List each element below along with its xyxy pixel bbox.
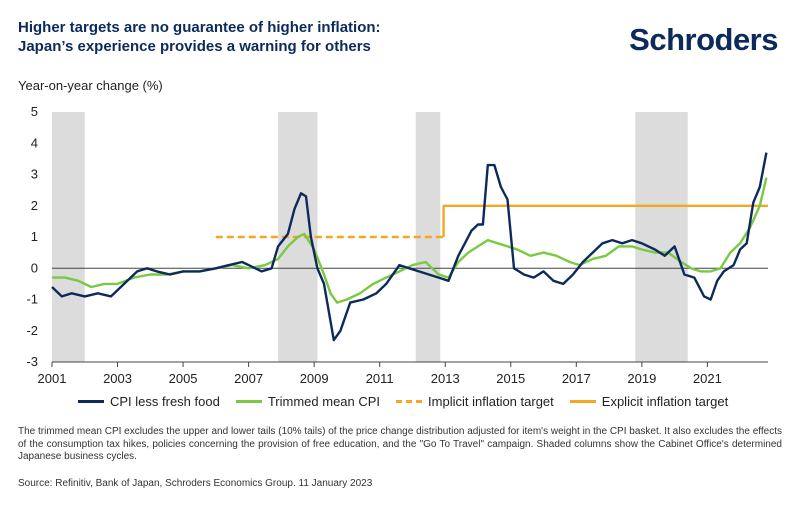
shaded-period-3 [635, 112, 688, 362]
y-tick-label: -1 [26, 292, 38, 307]
legend-item: Trimmed mean CPI [235, 394, 381, 409]
legend-swatch [569, 400, 596, 403]
y-tick-label: -3 [26, 354, 38, 369]
y-tick-label: 1 [31, 229, 38, 244]
x-tick-label: 2011 [366, 371, 394, 386]
x-tick-label: 2005 [169, 371, 198, 386]
y-tick-label: 2 [31, 198, 38, 213]
legend-item: CPI less fresh food [78, 394, 220, 409]
legend-label: Trimmed mean CPI [267, 394, 381, 409]
x-tick-label: 2017 [562, 371, 591, 386]
series-line-explicit-inflation-target [442, 204, 768, 237]
schroders-logo: Schroders [629, 22, 778, 57]
legend-item: Implicit inflation target [396, 394, 554, 409]
y-tick-label: 5 [31, 104, 38, 119]
x-tick-label: 2009 [300, 371, 329, 386]
x-tick-label: 2013 [431, 371, 460, 386]
legend-swatch [235, 400, 262, 403]
x-tick-label: 2015 [496, 371, 525, 386]
x-tick-label: 2003 [103, 371, 132, 386]
chart-title: Higher targets are no guarantee of highe… [18, 18, 578, 56]
y-axis-label: Year-on-year change (%) [18, 78, 163, 93]
y-tick-label: 4 [31, 135, 38, 150]
chart-legend: CPI less fresh food Trimmed mean CPI Impli… [78, 394, 728, 409]
y-tick-label: -2 [26, 323, 38, 338]
x-tick-label: 2019 [627, 371, 656, 386]
legend-item: Explicit inflation target [569, 394, 729, 409]
legend-label: Explicit inflation target [601, 394, 729, 409]
series-line-cpi-less-fresh-food [51, 152, 768, 342]
legend-label: CPI less fresh food [110, 394, 220, 409]
source-line: Source: Refinitiv, Bank of Japan, Schrod… [18, 478, 373, 489]
legend-swatch [78, 400, 104, 403]
title-line-1: Higher targets are no guarantee of highe… [18, 19, 381, 36]
title-line-2: Japan’s experience provides a warning fo… [18, 38, 371, 55]
x-tick-label: 2021 [693, 371, 722, 386]
footnote: The trimmed mean CPI excludes the upper … [18, 426, 782, 462]
x-tick-label: 2007 [234, 371, 263, 386]
y-tick-label: 0 [31, 260, 38, 275]
x-tick-label: 2001 [38, 371, 67, 386]
legend-label: Implicit inflation target [428, 394, 554, 409]
shaded-period-0 [52, 112, 85, 362]
y-tick-label: 3 [31, 167, 38, 182]
legend-swatch [396, 400, 423, 403]
